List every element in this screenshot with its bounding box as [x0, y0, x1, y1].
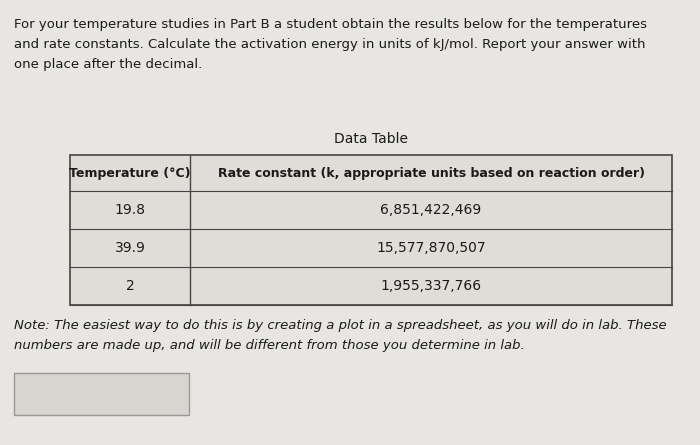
- Bar: [70, 267, 672, 305]
- Bar: [70, 155, 672, 191]
- Bar: [14, 373, 189, 415]
- Text: 19.8: 19.8: [115, 203, 146, 217]
- Text: 15,577,870,507: 15,577,870,507: [376, 241, 486, 255]
- Text: 6,851,422,469: 6,851,422,469: [380, 203, 482, 217]
- Text: Data Table: Data Table: [334, 132, 408, 146]
- Text: 1,955,337,766: 1,955,337,766: [380, 279, 482, 293]
- Text: Note: The easiest way to do this is by creating a plot in a spreadsheet, as you : Note: The easiest way to do this is by c…: [14, 319, 666, 332]
- Bar: [70, 155, 672, 305]
- Text: For your temperature studies in Part B a student obtain the results below for th: For your temperature studies in Part B a…: [14, 18, 647, 31]
- Text: Temperature (°C): Temperature (°C): [69, 166, 190, 179]
- Bar: [70, 191, 672, 229]
- Text: and rate constants. Calculate the activation energy in units of kJ/mol. Report y: and rate constants. Calculate the activa…: [14, 38, 645, 51]
- Text: 2: 2: [125, 279, 134, 293]
- Text: Rate constant (k, appropriate units based on reaction order): Rate constant (k, appropriate units base…: [218, 166, 645, 179]
- Bar: [70, 229, 672, 267]
- Text: numbers are made up, and will be different from those you determine in lab.: numbers are made up, and will be differe…: [14, 339, 525, 352]
- Text: 39.9: 39.9: [115, 241, 146, 255]
- Text: one place after the decimal.: one place after the decimal.: [14, 58, 202, 71]
